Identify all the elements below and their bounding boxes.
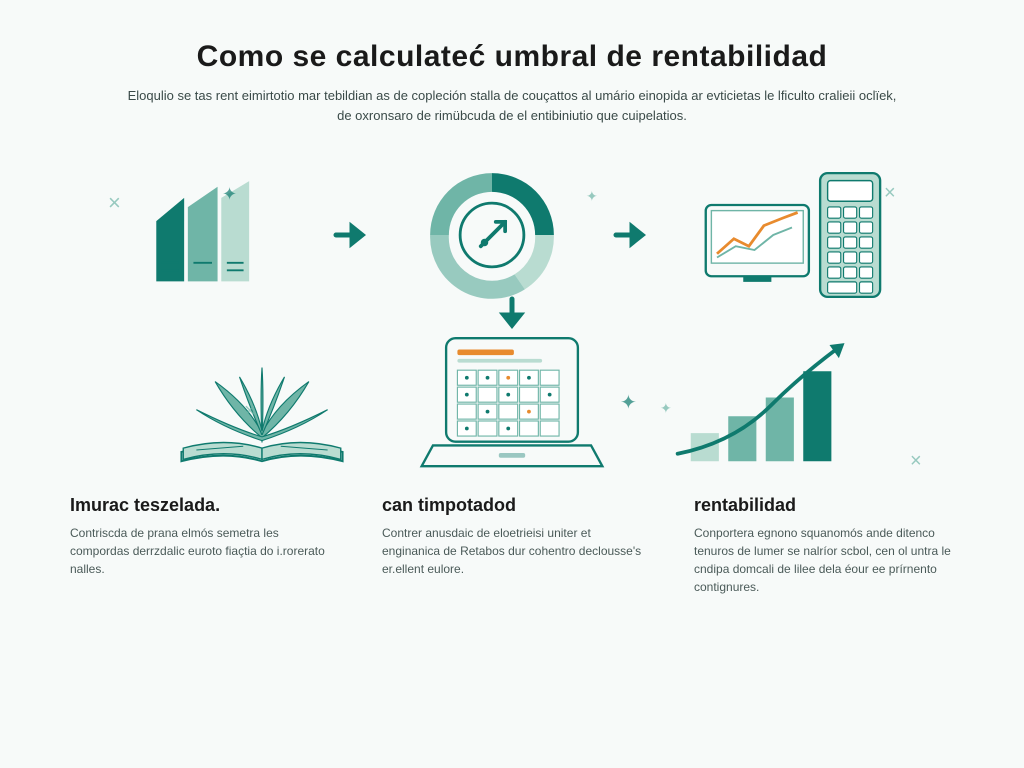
book-plant-icon: [152, 325, 372, 485]
x-mark-icon: ×: [910, 450, 922, 473]
icon-row-bottom: [70, 325, 954, 485]
x-mark-icon: ×: [108, 190, 121, 216]
x-mark-icon: ×: [244, 400, 256, 423]
x-mark-icon: ×: [884, 182, 896, 205]
growth-chart-icon: [652, 325, 872, 485]
label-body-2: Conportera egnono squanomós ande ditenco…: [694, 524, 954, 596]
label-title-2: rentabilidad: [694, 495, 954, 516]
arrow-right-1: [332, 215, 372, 255]
label-body-0: Contriscda de prana elmós semetra les co…: [70, 524, 330, 578]
building-bars-icon: [122, 155, 302, 315]
label-block-1: can timpotadod Contrer anusdaic de eloet…: [382, 495, 642, 596]
arrow-right-2: [612, 215, 652, 255]
laptop-calendar-icon: [402, 325, 622, 485]
label-title-0: Imurac teszelada.: [70, 495, 330, 516]
gauge-donut-icon: [402, 155, 582, 315]
monitor-calc-icon: [682, 155, 902, 315]
page-title: Como se calculateć umbral de rentabilida…: [70, 40, 954, 74]
sparkle-icon: ✦: [620, 390, 637, 415]
labels-row: Imurac teszelada. Contriscda de prana el…: [70, 495, 954, 596]
label-block-0: Imurac teszelada. Contriscda de prana el…: [70, 495, 330, 596]
sparkle-icon: ✦: [660, 400, 672, 417]
label-block-2: rentabilidad Conportera egnono squanomós…: [694, 495, 954, 596]
sparkle-icon: ✦: [586, 188, 598, 205]
label-body-1: Contrer anusdaic de eloetrieisi uniter e…: [382, 524, 642, 578]
sparkle-icon: ✦: [222, 184, 237, 205]
page-subtitle: Eloqulio se tas rent eimirtotio mar tebi…: [122, 86, 902, 125]
label-title-1: can timpotadod: [382, 495, 642, 516]
icon-row-top: [70, 155, 954, 315]
